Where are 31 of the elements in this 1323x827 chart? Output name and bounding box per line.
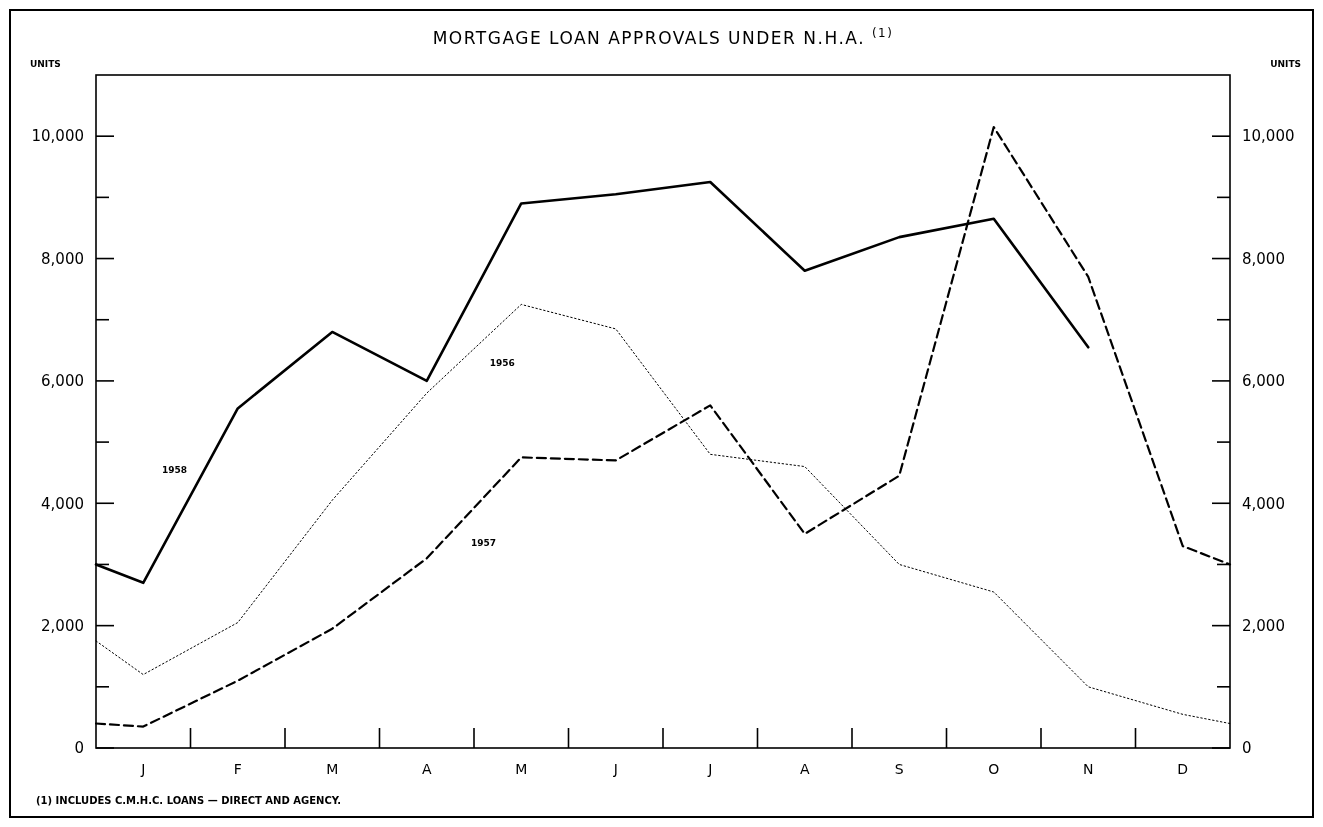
text: (1) INCLUDES C.M.H.C. LOANS — DIRECT AND AGENCY. bbox=[36, 795, 342, 806]
y-tick-label: 4,000 bbox=[41, 494, 84, 513]
y-axis-title: UNITS bbox=[30, 59, 61, 69]
y2-tick-label: 4,000 bbox=[1242, 494, 1285, 513]
y2-tick-label: 0 bbox=[1242, 739, 1252, 758]
series-label: 1958 bbox=[161, 464, 187, 475]
x-tick-label: N bbox=[1083, 761, 1094, 777]
x-tick-label: S bbox=[894, 761, 904, 777]
series-label: 1956 bbox=[489, 357, 515, 368]
x-tick-label: M bbox=[326, 761, 339, 777]
y2-tick-label: 10,000 bbox=[1242, 127, 1295, 146]
x-tick-label: F bbox=[233, 761, 242, 777]
x-tick-label: D bbox=[1177, 761, 1189, 777]
y2-tick-label: 2,000 bbox=[1242, 616, 1285, 635]
y2-axis-title: UNITS bbox=[1270, 59, 1301, 69]
y-tick-label: 8,000 bbox=[41, 249, 84, 268]
x-tick-label: O bbox=[988, 761, 1000, 777]
y-tick-label: 0 bbox=[74, 739, 84, 758]
x-tick-label: A bbox=[421, 761, 432, 777]
chart-title: MORTGAGE LOAN APPROVALS UNDER N.H.A. $^{(1)}$ bbox=[432, 26, 894, 48]
y-tick-label: 10,000 bbox=[31, 127, 84, 146]
y2-tick-label: 8,000 bbox=[1242, 249, 1285, 268]
text: 1957 bbox=[470, 538, 496, 549]
x-tick-label: A bbox=[799, 761, 810, 777]
x-tick-label: J bbox=[140, 761, 146, 777]
y-tick-label: 6,000 bbox=[41, 372, 84, 391]
x-tick-label: J bbox=[707, 761, 713, 777]
y-tick-label: 2,000 bbox=[41, 616, 84, 635]
y2-tick-label: 6,000 bbox=[1242, 372, 1285, 391]
x-tick-label: M bbox=[515, 761, 528, 777]
x-tick-label: J bbox=[612, 761, 618, 777]
